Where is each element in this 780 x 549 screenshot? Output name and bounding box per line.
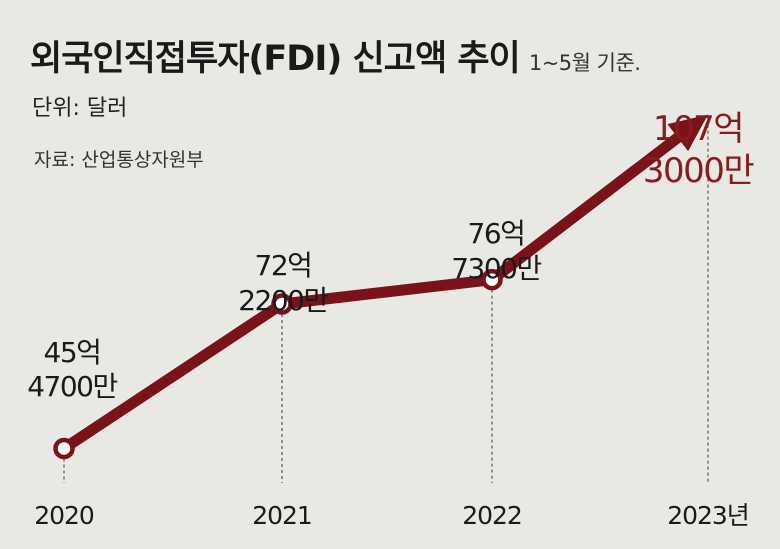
- arrow-head: [667, 114, 708, 152]
- chart-subtitle: 1~5월 기준.: [528, 51, 641, 75]
- unit-label: 단위: 달러: [32, 96, 128, 121]
- data-label: 76억: [468, 217, 525, 250]
- data-label: 4700만: [27, 370, 117, 403]
- series-line: [58, 132, 684, 454]
- chart-title: 외국인직접투자(FDI) 신고액 추이: [30, 39, 521, 79]
- source-label: 자료: 산업통상자원부: [34, 149, 204, 171]
- data-label: 107억: [653, 109, 743, 149]
- x-tick-label: 2021: [252, 501, 312, 530]
- data-point-2022: [481, 268, 503, 291]
- data-label: 2200만: [238, 284, 328, 317]
- x-tick-label: 2020: [34, 501, 94, 530]
- data-point-2020: [53, 437, 75, 460]
- title-row: 외국인직접투자(FDI) 신고액 추이 1~5월 기준.: [30, 30, 641, 81]
- x-tick-label: 2022: [462, 501, 522, 530]
- data-label: 45억: [44, 336, 101, 369]
- data-point-2021: [271, 293, 293, 315]
- x-tick-label: 2023년: [667, 501, 749, 530]
- data-label: 72억: [255, 249, 312, 282]
- data-label: 3000만: [643, 151, 755, 191]
- data-label: 7300만: [451, 252, 541, 285]
